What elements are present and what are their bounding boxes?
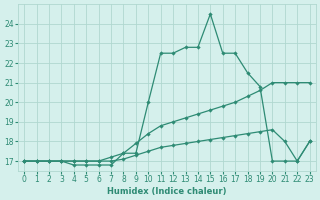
X-axis label: Humidex (Indice chaleur): Humidex (Indice chaleur) xyxy=(107,187,227,196)
